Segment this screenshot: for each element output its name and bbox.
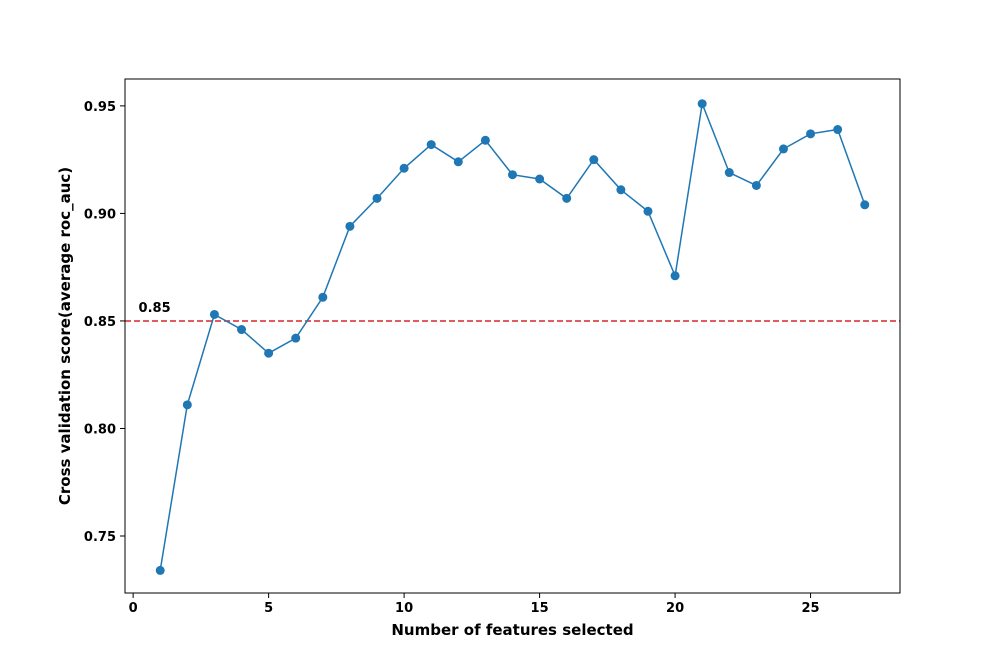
data-point [372,193,382,203]
data-point [589,155,599,165]
data-point [860,200,870,210]
reference-line-label: 0.85 [139,301,171,316]
x-tick-label: 0 [129,601,138,616]
data-point [480,135,490,145]
data-point [724,168,734,178]
x-tick-label: 15 [531,601,549,616]
data-point [751,180,761,190]
data-point [616,185,626,195]
data-point [562,193,572,203]
plot-frame [124,78,901,594]
y-tick-label: 0.95 [84,100,116,115]
data-point [453,157,463,167]
x-tick-label: 10 [395,601,413,616]
plot-marks: 0.85 [125,99,900,575]
data-point [237,325,247,335]
data-point [833,125,843,135]
data-point [318,292,328,302]
data-point [182,400,192,410]
x-tick-label: 20 [666,601,684,616]
data-point [643,206,653,216]
y-tick-label: 0.85 [84,315,116,330]
data-point [535,174,545,184]
x-tick-label: 25 [802,601,820,616]
data-point [426,140,436,150]
data-point [209,309,219,319]
y-tick-label: 0.90 [84,207,116,222]
x-tick-label: 5 [264,601,273,616]
data-point [155,565,165,575]
axes: 0 5 10 15 20 25 0.75 0.80 0.85 0.90 0.95 [84,100,820,616]
data-point [806,129,816,139]
y-axis-label: Cross validation score(average roc_auc) [56,167,74,505]
data-point [508,170,517,180]
y-tick-label: 0.80 [84,422,116,437]
y-tick-label: 0.75 [84,530,116,545]
data-point [291,333,301,343]
data-point [345,221,355,231]
data-point [778,144,788,154]
data-point [697,99,707,109]
data-point [399,163,409,173]
x-axis-label: Number of features selected [391,621,633,639]
data-point [670,271,680,281]
data-point [264,348,274,358]
